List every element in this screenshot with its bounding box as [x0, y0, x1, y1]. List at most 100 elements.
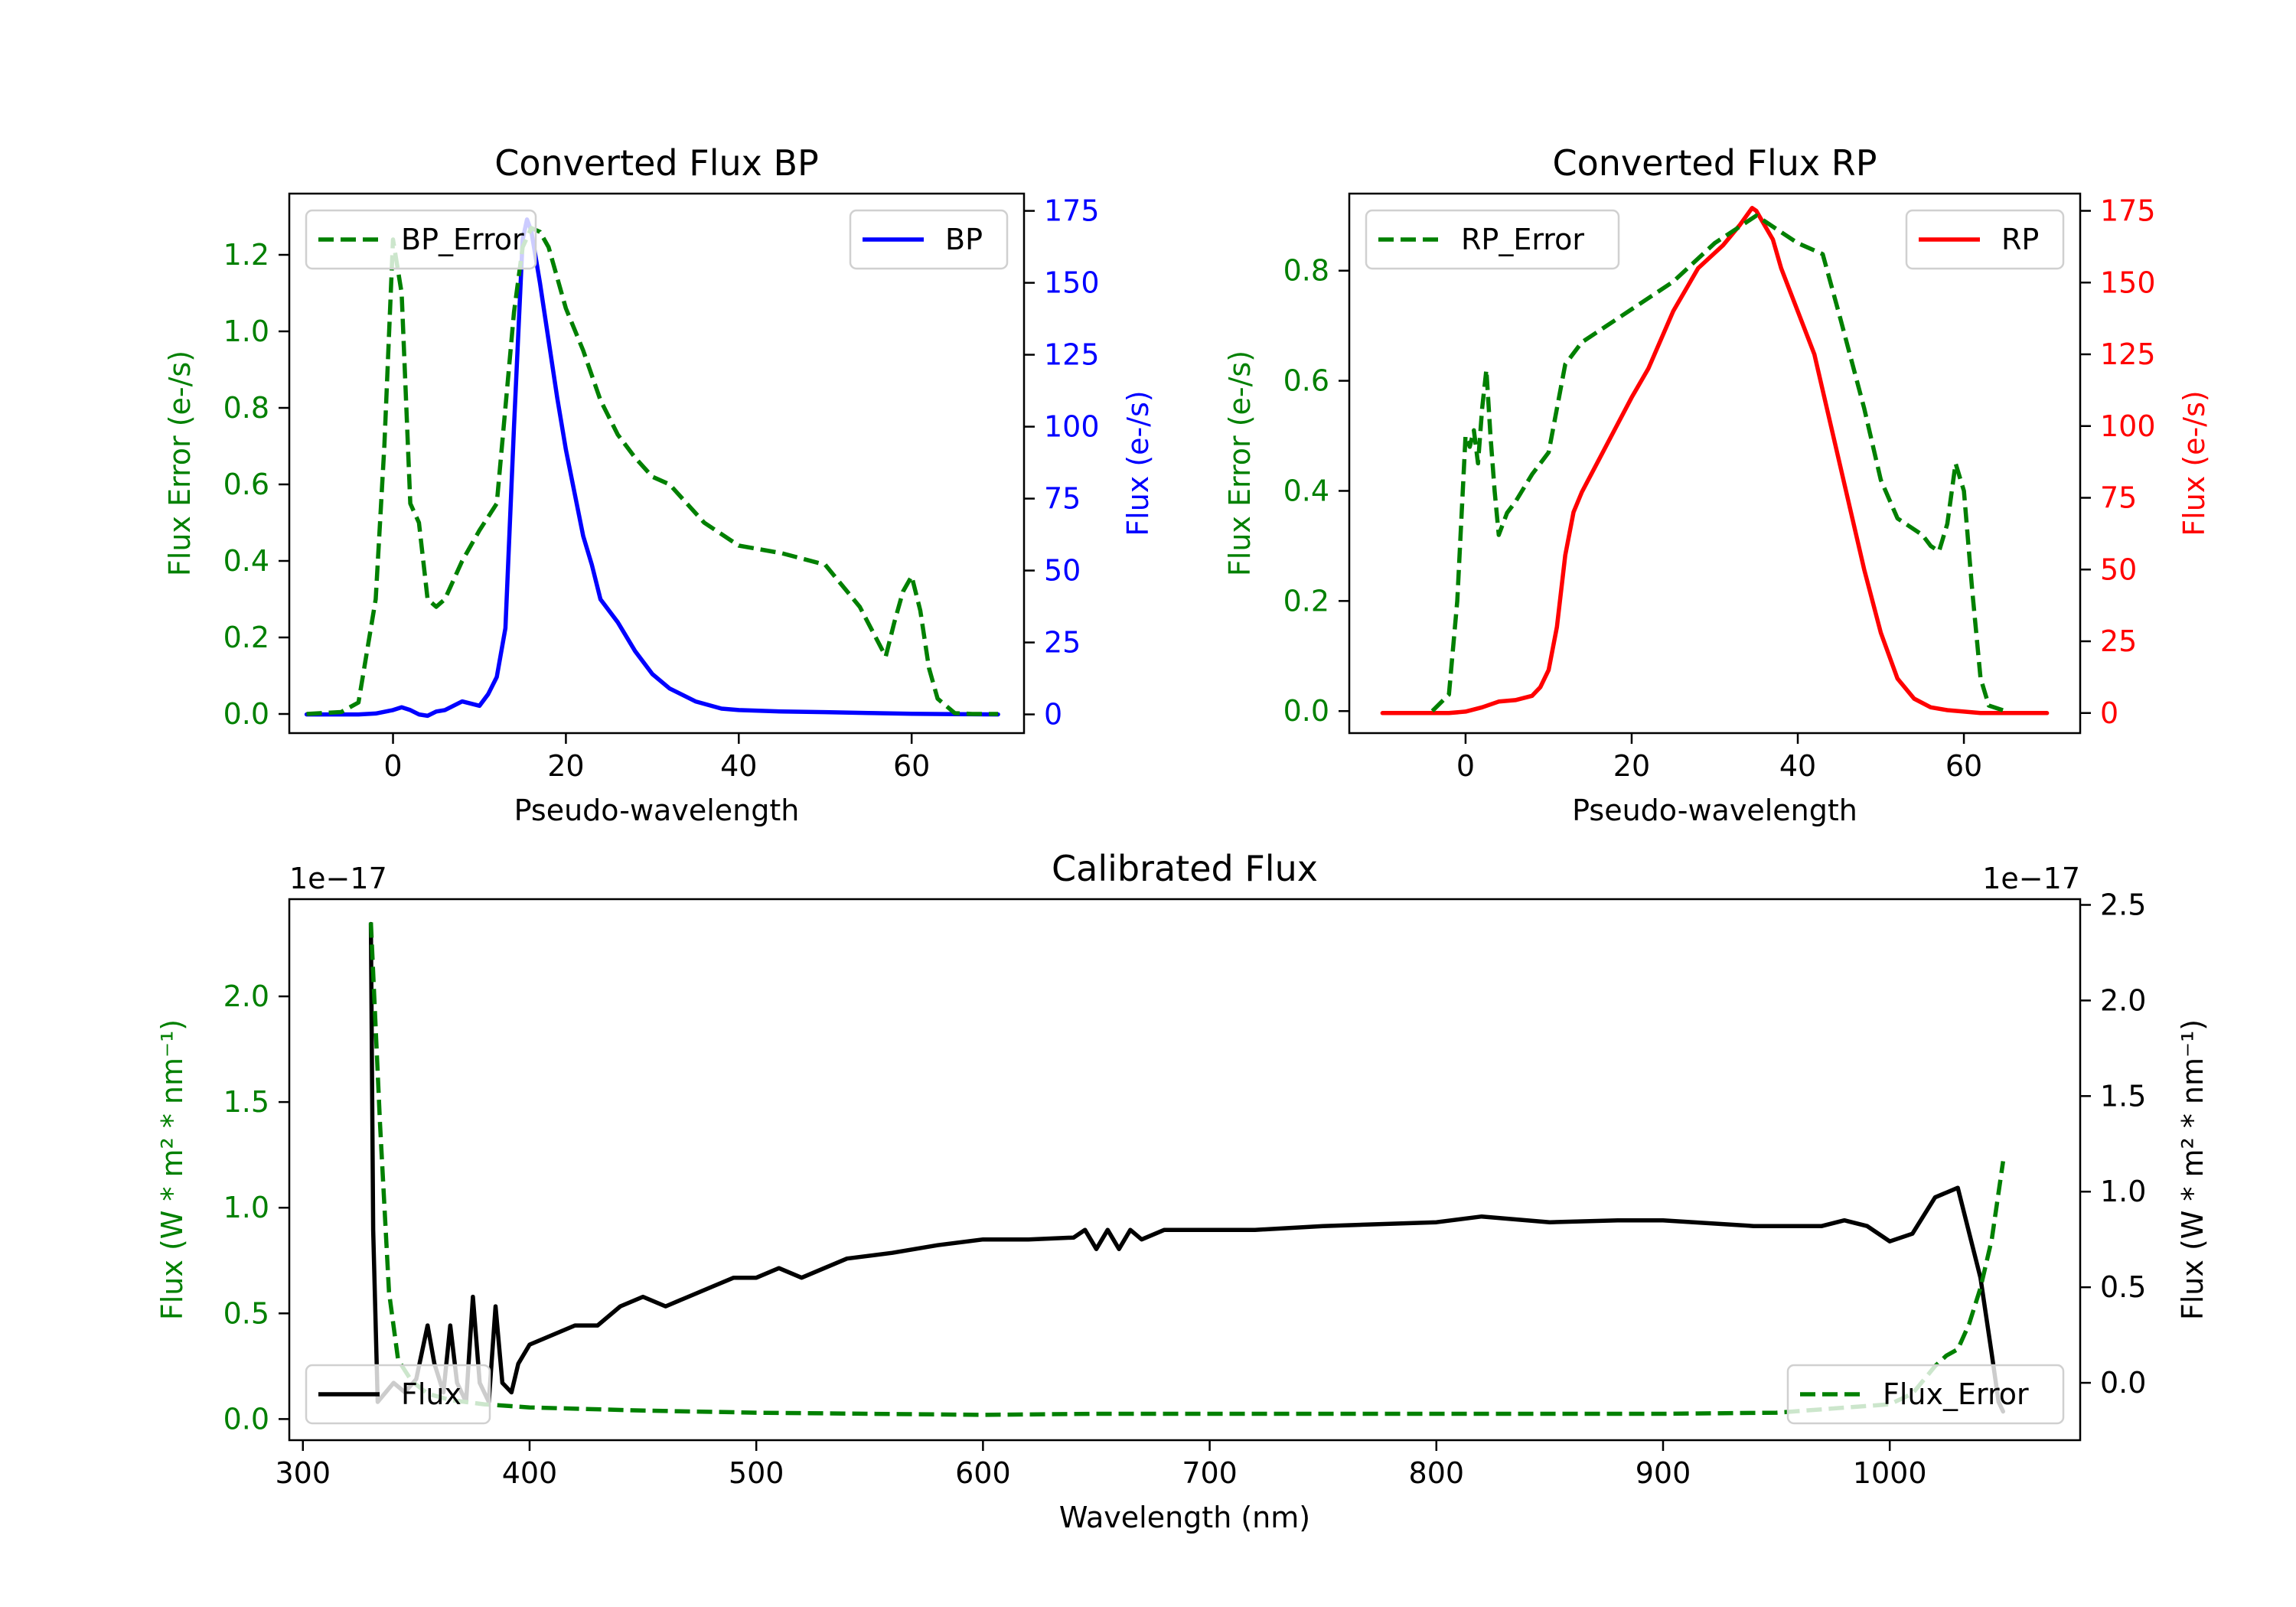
legend-error: BP_Error	[305, 209, 537, 270]
x-tick-label: 20	[547, 749, 584, 783]
legend-flux-box	[1905, 209, 2065, 270]
y-right-offset-text: 1e−17	[1982, 862, 2080, 895]
y-right-tick-label: 175	[2100, 194, 2156, 228]
y-right-tick-label: 0.0	[2100, 1366, 2146, 1400]
legend-error-box	[305, 209, 537, 270]
x-tick-label: 0	[1456, 749, 1475, 783]
y-left-tick-label: 0.0	[1283, 694, 1329, 728]
x-tick-label: 900	[1636, 1456, 1691, 1490]
x-tick-label: 400	[502, 1456, 558, 1490]
legend-flux: Flux	[305, 1364, 491, 1425]
y-right-tick-label: 75	[2100, 481, 2137, 515]
y-right-tick-label: 75	[1044, 482, 1081, 516]
y-right-tick-label: 25	[2100, 624, 2137, 658]
series-group	[304, 217, 1000, 719]
series-line-bp-error	[306, 226, 999, 716]
x-tick-label: 60	[893, 749, 930, 783]
legend-flux-label: RP	[2001, 223, 2039, 256]
y-left-tick-label: 0.4	[1283, 474, 1329, 507]
y-right-tick-label: 25	[1044, 626, 1081, 660]
legend-error-label: BP_Error	[401, 223, 524, 256]
y-left-tick-label: 0.2	[223, 621, 269, 654]
y-left-offset-text: 1e−17	[289, 862, 387, 895]
y-left-tick-label: 1.5	[223, 1085, 269, 1119]
x-tick-label: 700	[1182, 1456, 1238, 1490]
y-left-tick-label: 1.0	[223, 315, 269, 348]
y-right-tick-label: 150	[2100, 266, 2156, 299]
legend-error-box	[1365, 209, 1620, 270]
axes-frame	[288, 898, 2082, 1442]
x-tick-label: 0	[383, 749, 402, 783]
y-left-tick-label: 0.8	[223, 391, 269, 425]
y-right-tick-label: 100	[1044, 410, 1100, 444]
y-left-tick-label: 0.0	[223, 697, 269, 731]
y-right-tick-label: 100	[2100, 409, 2156, 443]
chart-title: Converted Flux RP	[1553, 142, 1877, 184]
x-tick-label: 1000	[1853, 1456, 1927, 1490]
legend-error-label: RP_Error	[1461, 223, 1584, 256]
series-line-bp	[304, 217, 1000, 719]
x-tick-label: 300	[276, 1456, 331, 1490]
y-right-tick-label: 125	[2100, 337, 2156, 371]
legend-flux-box	[305, 1364, 491, 1425]
legend-flux-box	[849, 209, 1009, 270]
x-tick-label: 800	[1409, 1456, 1465, 1490]
series-group	[1380, 206, 2050, 715]
series-group	[368, 921, 2006, 1417]
axes-frame	[1348, 192, 2082, 735]
legend-error: Flux_Error	[1786, 1364, 2065, 1425]
x-axis-label: Wavelength (nm)	[1059, 1501, 1310, 1534]
y-left-axis-label: Flux Error (e-/s)	[163, 350, 197, 576]
x-tick-label: 60	[1945, 749, 1982, 783]
legend-flux-label: Flux	[401, 1377, 461, 1411]
x-tick-label: 40	[1779, 749, 1816, 783]
y-left-axis-label: Flux Error (e-/s)	[1223, 350, 1257, 576]
rp-panel: 0 20 40 60 Pseudo-wavelength 0.0 0.2 0.4 0.6 0.8 0…	[1223, 142, 2211, 827]
series-line-rp	[1380, 206, 2050, 715]
legend-flux: RP	[1905, 209, 2065, 270]
y-right-tick-label: 2.5	[2100, 888, 2146, 921]
legend-error-box	[1786, 1364, 2065, 1425]
y-right-tick-label: 0	[2100, 696, 2118, 730]
y-left-tick-label: 0.6	[223, 468, 269, 501]
x-tick-label: 500	[729, 1456, 784, 1490]
y-left-tick-label: 0.5	[223, 1296, 269, 1330]
y-left-tick-label: 1.2	[223, 238, 269, 272]
y-right-tick-label: 0.5	[2100, 1270, 2146, 1304]
series-line-rp-error	[1430, 214, 2007, 713]
y-right-tick-label: 175	[1044, 194, 1100, 228]
axes-frame	[288, 192, 1026, 735]
x-axis-label: Pseudo-wavelength	[1572, 794, 1857, 827]
series-line-flux	[368, 921, 2006, 1414]
bp-panel: 0 20 40 60 Pseudo-wavelength 0.0 0.2 0.4 0.6 0.8 1…	[163, 142, 1155, 827]
y-right-tick-label: 0	[1044, 698, 1062, 732]
y-right-tick-label: 1.5	[2100, 1079, 2146, 1113]
x-tick-label: 20	[1613, 749, 1650, 783]
y-left-tick-label: 0.8	[1283, 254, 1329, 288]
y-right-tick-label: 2.0	[2100, 983, 2146, 1017]
y-right-tick-label: 125	[1044, 338, 1100, 372]
x-axis-label: Pseudo-wavelength	[514, 794, 800, 827]
legend-flux-label: BP	[945, 223, 983, 256]
y-left-tick-label: 0.2	[1283, 584, 1329, 618]
legend-flux: BP	[849, 209, 1009, 270]
series-line-flux-error	[368, 922, 2006, 1417]
chart-title: Converted Flux BP	[494, 142, 819, 184]
y-left-tick-label: 0.0	[223, 1402, 269, 1436]
y-right-axis-label: Flux (W * m² * nm⁻¹)	[2176, 1019, 2210, 1320]
calibrated-panel: 300 400 500 600 700 800 900 1000 Wavelength (nm)…	[155, 848, 2210, 1534]
y-left-tick-label: 2.0	[223, 980, 269, 1013]
y-right-axis-label: Flux (e-/s)	[1121, 390, 1155, 536]
y-right-axis-label: Flux (e-/s)	[2177, 390, 2211, 536]
y-right-tick-label: 1.0	[2100, 1175, 2146, 1208]
y-right-tick-label: 150	[1044, 266, 1100, 300]
legend-error-label: Flux_Error	[1883, 1377, 2029, 1411]
y-right-tick-label: 50	[2100, 553, 2137, 586]
legend-error: RP_Error	[1365, 209, 1620, 270]
chart-title: Calibrated Flux	[1052, 848, 1318, 889]
y-left-tick-label: 1.0	[223, 1191, 269, 1224]
x-tick-label: 600	[955, 1456, 1011, 1490]
x-tick-label: 40	[720, 749, 757, 783]
y-right-tick-label: 50	[1044, 554, 1081, 588]
